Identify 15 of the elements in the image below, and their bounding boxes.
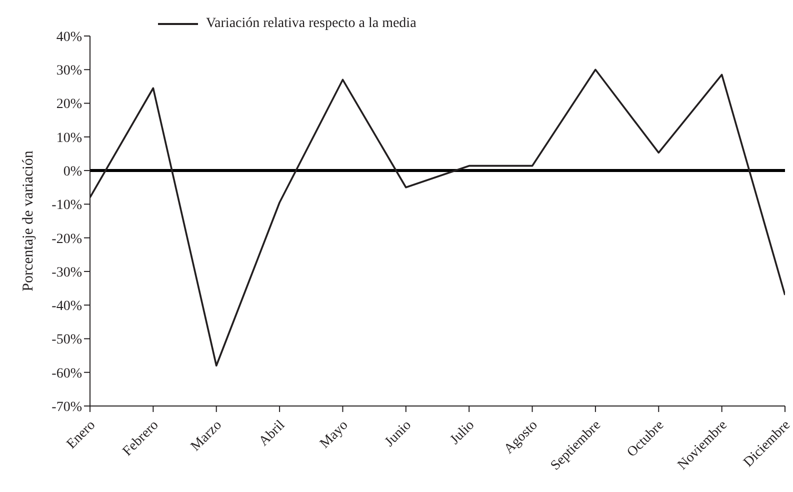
y-tick-label: -10% bbox=[52, 198, 82, 214]
y-tick-label: -60% bbox=[52, 366, 82, 382]
y-tick-label: -30% bbox=[52, 265, 82, 280]
y-axis-title: Porcentaje de variación bbox=[20, 150, 36, 292]
y-tick-label: -20% bbox=[52, 232, 82, 247]
y-tick-label: 10% bbox=[56, 130, 82, 146]
y-tick-label: -40% bbox=[52, 299, 82, 314]
y-tick-label: 40% bbox=[56, 30, 82, 45]
y-tick-label: 0% bbox=[63, 164, 82, 180]
y-tick-label: 20% bbox=[56, 97, 82, 112]
x-tick-label: Julio bbox=[448, 418, 478, 448]
y-tick-label: 30% bbox=[56, 64, 82, 79]
y-tick-label: -50% bbox=[52, 332, 82, 348]
legend-label: Variación relativa respecto a la media bbox=[206, 16, 416, 32]
y-tick-label: -70% bbox=[52, 400, 82, 415]
